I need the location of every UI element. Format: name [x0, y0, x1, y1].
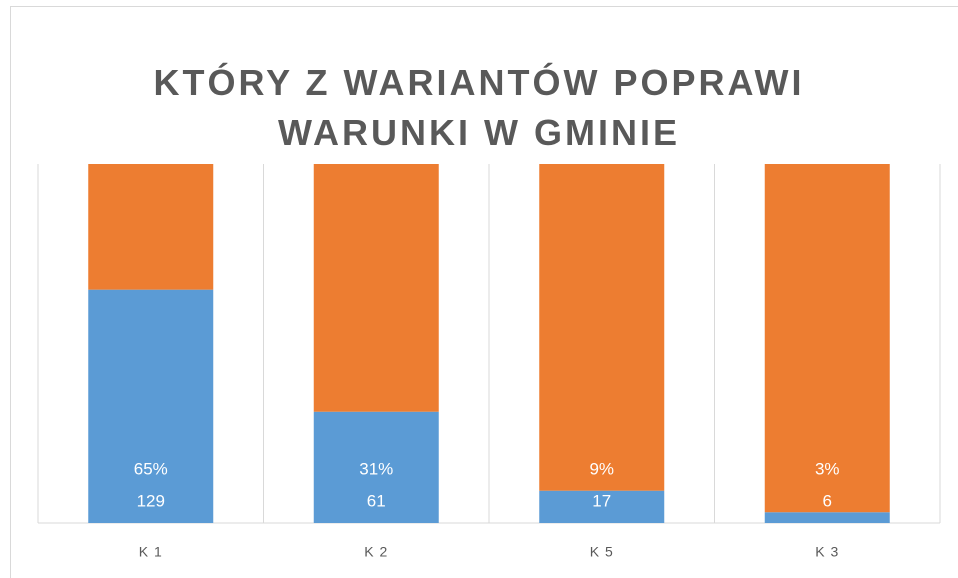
chart-title: KTÓRY Z WARIANTÓW POPRAWI WARUNKI W GMIN…: [153, 62, 805, 153]
x-tick-label: K 1: [139, 544, 163, 560]
data-label: 31%: [359, 459, 393, 478]
data-label: 9%: [589, 459, 614, 478]
bar-segment: [539, 164, 665, 491]
count-label: 61: [367, 491, 386, 510]
count-label: 17: [592, 491, 611, 510]
x-tick-label: K 5: [590, 544, 614, 560]
data-label: 65%: [134, 459, 168, 478]
bar-segment: [764, 164, 890, 513]
chart-border: [10, 6, 958, 578]
bar-segment: [313, 164, 439, 412]
x-tick-label: K 3: [815, 544, 839, 560]
bar-segment: [88, 164, 214, 290]
bar-segment: [764, 512, 890, 523]
bar-segment: [539, 490, 665, 523]
bar-segment: [313, 411, 439, 523]
x-tick-label: K 2: [364, 544, 388, 560]
count-label: 6: [823, 491, 832, 510]
data-label: 3%: [815, 459, 840, 478]
bar-segment: [88, 289, 214, 523]
count-label: 129: [137, 491, 165, 510]
